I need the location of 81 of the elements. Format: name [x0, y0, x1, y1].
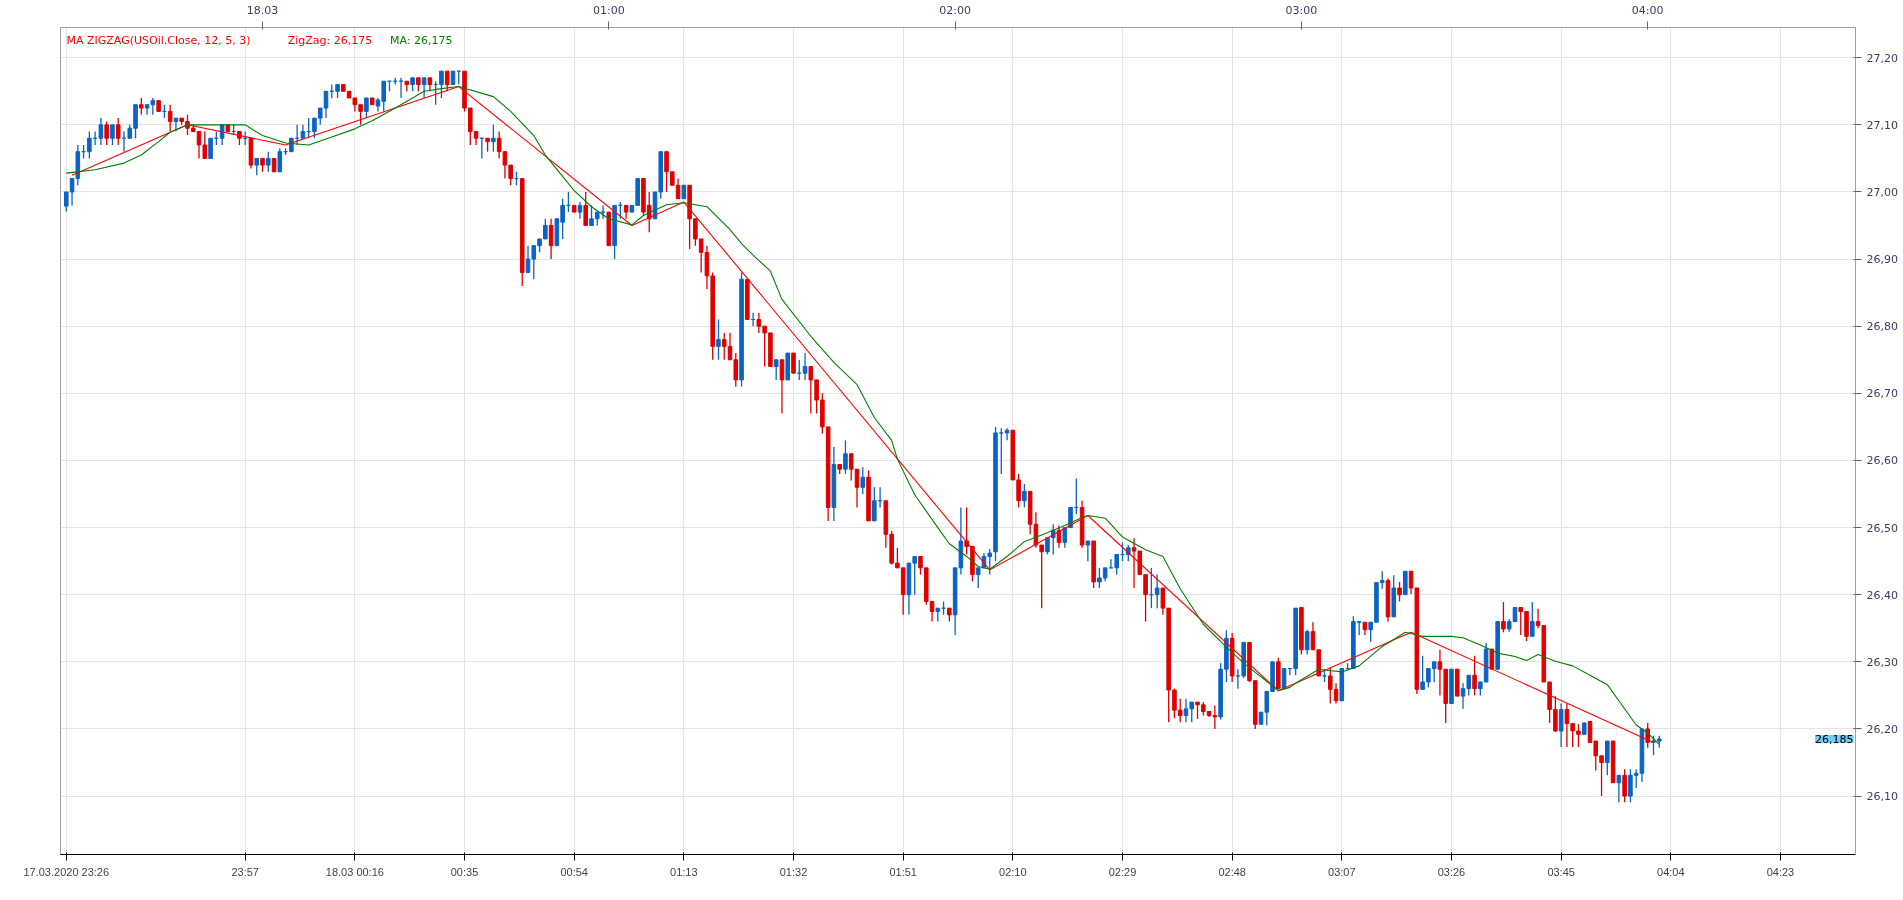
- y-tick-label: 26,90: [1866, 253, 1898, 267]
- candlestick: [675, 177, 681, 200]
- x-tick-label: 03:26: [1437, 865, 1466, 878]
- candlestick: [848, 453, 854, 482]
- candlestick: [208, 137, 213, 160]
- y-tick-label: 27,00: [1866, 185, 1898, 199]
- candlestick: [98, 117, 104, 146]
- candlestick: [1022, 483, 1027, 509]
- x-tick-label: 17.03.2020 23:26: [23, 865, 110, 878]
- x2-tick-label: 18.03: [246, 3, 279, 17]
- candlestick: [860, 466, 866, 495]
- candlestick: [364, 97, 369, 119]
- candlestick: [791, 352, 796, 374]
- x2-tick-label: 02:00: [939, 3, 971, 17]
- candlestick: [1605, 740, 1610, 776]
- y-tick-label: 26,40: [1866, 588, 1898, 602]
- candlestick: [1472, 655, 1477, 697]
- annotation: 26,185: [1815, 733, 1854, 747]
- candlestick: [802, 352, 808, 381]
- x-tick-label: 04:04: [1657, 865, 1685, 878]
- candlestick: [173, 117, 179, 133]
- candlestick: [421, 77, 427, 99]
- candlestick: [1558, 702, 1564, 748]
- candlestick: [1062, 526, 1068, 549]
- y-tick-label: 27,20: [1866, 51, 1898, 65]
- candlestick: [1154, 573, 1160, 609]
- x2-tick-label: 01:00: [592, 3, 625, 17]
- x-tick-label: 02:48: [1218, 865, 1246, 878]
- candlestick: [1622, 768, 1627, 803]
- x2-tick-label: 04:00: [1631, 3, 1664, 17]
- x-tick-label: 02:29: [1108, 865, 1137, 878]
- candlestick: [733, 352, 739, 388]
- x-tick-label: 03:07: [1328, 865, 1356, 878]
- y-tick-label: 26,10: [1866, 790, 1898, 804]
- candlestick: [600, 204, 606, 220]
- candlestick: [1085, 540, 1091, 562]
- x-tick-label: 00:54: [560, 865, 588, 878]
- x-tick-label: 00:35: [450, 865, 479, 878]
- x2-tick-label: 03:00: [1285, 3, 1318, 17]
- candlestick: [1530, 601, 1535, 637]
- candlestick: [1616, 774, 1622, 803]
- y-tick-label: 26,80: [1866, 320, 1898, 334]
- candlestick: [843, 439, 848, 475]
- x-tick-label: 18.03 00:16: [325, 865, 384, 878]
- text: MA ZIGZAG(USOil.Close, 12, 5, 3): [66, 33, 251, 47]
- candlestick: [110, 124, 115, 146]
- text: ZigZag: 26,175: [287, 33, 373, 47]
- candlestick: [548, 218, 554, 260]
- y-tick-label: 26,60: [1866, 454, 1898, 468]
- candlestick: [779, 359, 785, 415]
- candlestick: [115, 117, 121, 146]
- candlestick: [912, 555, 917, 596]
- x-tick-label: 23:57: [231, 865, 259, 878]
- y-tick-label: 27,10: [1866, 118, 1898, 132]
- candlestick: [1501, 601, 1506, 633]
- x-tick-label: 01:51: [889, 865, 917, 878]
- text: MA: 26,175: [390, 33, 453, 47]
- y-tick-label: 26,20: [1866, 722, 1898, 736]
- candlestick: [1304, 628, 1310, 656]
- candlestick: [583, 191, 589, 227]
- candlestick: [265, 151, 271, 173]
- candlestick: [491, 124, 496, 153]
- candlestick: [167, 104, 173, 133]
- candlestick: [1397, 581, 1402, 603]
- candlestick: [439, 70, 444, 99]
- x-tick-label: 01:32: [779, 865, 808, 878]
- candlestick: [773, 359, 779, 381]
- candlestick: [277, 147, 283, 173]
- y-tick-label: 26,70: [1866, 387, 1898, 401]
- candlestick: [1004, 427, 1010, 441]
- candlestick: [716, 318, 721, 361]
- candlestick: [964, 506, 969, 556]
- y-tick-label: 26,30: [1866, 655, 1898, 669]
- x-tick-label: 03:45: [1547, 865, 1575, 878]
- candlestick: [444, 70, 450, 92]
- x-tick-label: 04:23: [1766, 865, 1795, 878]
- x-tick-label: 01:13: [670, 865, 698, 878]
- candlestick: [104, 120, 109, 146]
- x-tick-label: 02:10: [999, 865, 1027, 878]
- candlestick: [1403, 570, 1408, 596]
- y-tick-label: 26,50: [1866, 521, 1898, 535]
